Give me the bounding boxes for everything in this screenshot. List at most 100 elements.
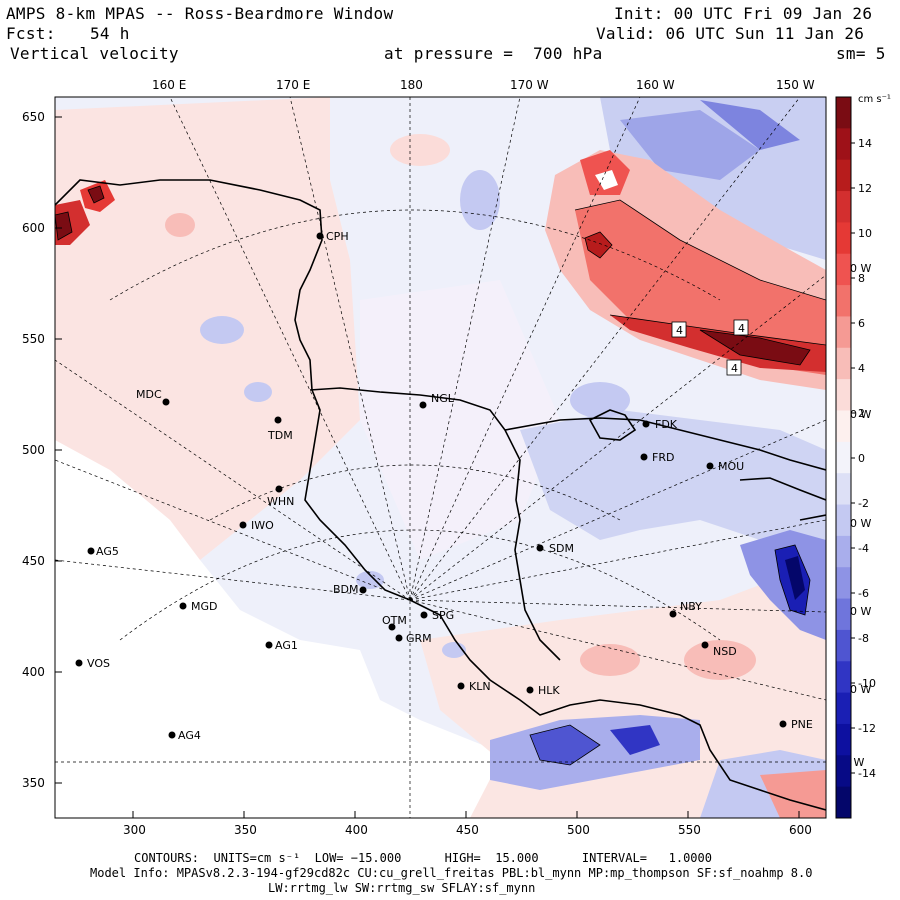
- graticule: [55, 97, 826, 818]
- station-dots: [75, 232, 787, 739]
- y-tick-label: 450: [22, 554, 45, 568]
- map-field: [55, 97, 826, 818]
- contour-label: 4: [738, 322, 745, 335]
- station-dot-grm: [395, 634, 403, 642]
- colorbar-label: 0: [858, 452, 865, 465]
- station-label-mgd: MGD: [191, 600, 218, 613]
- colorbar-swatch: [836, 191, 851, 223]
- station-dot-frd: [640, 453, 648, 461]
- colorbar-label: 14: [858, 137, 872, 150]
- station-label-ag1: AG1: [275, 639, 298, 652]
- colorbar-swatch: [836, 410, 851, 443]
- colorbar-swatch: [836, 535, 851, 568]
- colorbar-swatch: [836, 316, 851, 349]
- station-label-ngl: NGL: [431, 392, 455, 405]
- colorbar-swatch: [836, 504, 851, 537]
- station-label-vos: VOS: [87, 657, 110, 670]
- contour-label: 4: [676, 324, 683, 337]
- station-label-pne: PNE: [791, 718, 813, 731]
- station-label-nby: NBY: [680, 600, 702, 613]
- station-label-kln: KLN: [469, 680, 491, 693]
- station-dot-sdm: [536, 544, 544, 552]
- station-label-whn: WHN: [267, 495, 294, 508]
- colorbar-label: 4: [858, 362, 865, 375]
- colorbar-unit: cm s⁻¹: [858, 94, 891, 105]
- header-init: Init: 00 UTC Fri 09 Jan 26: [614, 4, 873, 23]
- station-label-ag4: AG4: [178, 729, 201, 742]
- y-tick-label: 350: [22, 776, 45, 790]
- station-dot-hlk: [526, 686, 534, 694]
- footer-model-info: Model Info: MPASv8.2.3-194-gf29cd82c CU:…: [90, 866, 813, 880]
- colorbar-swatch: [836, 598, 851, 631]
- coastline: [55, 179, 826, 811]
- station-dot-fdk: [642, 420, 650, 428]
- y-tick-label: 550: [22, 332, 45, 346]
- station-dot-tdm: [274, 416, 282, 424]
- header-valid: Valid: 06 UTC Sun 11 Jan 26: [596, 24, 865, 43]
- lon-label-top: 160 W: [636, 78, 675, 92]
- station-dot-pne: [779, 720, 787, 728]
- x-tick-label: 500: [567, 823, 590, 837]
- header-variable: Vertical velocity: [10, 44, 179, 63]
- x-tick-label: 550: [678, 823, 701, 837]
- station-dot-mou: [706, 462, 714, 470]
- station-label-ag5: AG5: [96, 545, 119, 558]
- colorbar-swatch: [836, 692, 851, 725]
- colorbar-swatch: [836, 159, 851, 192]
- colorbar-swatch: [836, 441, 851, 474]
- station-label-spg: SPG: [432, 609, 454, 622]
- colorbar-swatch: [836, 473, 851, 506]
- station-dot-whn: [275, 485, 283, 493]
- colorbar-swatch: [836, 567, 851, 600]
- x-tick-label: 600: [789, 823, 812, 837]
- colorbar-swatch: [836, 379, 851, 411]
- contour-value-labels: 4 4 4: [671, 319, 749, 376]
- station-dot-mdc: [162, 398, 170, 406]
- colorbar-swatch: [836, 97, 851, 129]
- station-dot-cph: [316, 232, 324, 240]
- station-dot-mgd: [179, 602, 187, 610]
- station-labels: CPH MDC TDM NGL FDK FRD MOU WHN IWO AG5 …: [87, 230, 813, 742]
- station-dot-ag4: [168, 731, 176, 739]
- colorbar-label: 10: [858, 227, 872, 240]
- lon-label-top: 160 E: [152, 78, 187, 92]
- colorbar-swatch: [836, 786, 851, 819]
- station-dot-bdm: [359, 586, 367, 594]
- colorbar-label: 8: [858, 272, 865, 285]
- station-dot-vos: [75, 659, 83, 667]
- colorbar-frame: [835, 96, 852, 819]
- contour-label: 4: [731, 362, 738, 375]
- colorbar-label: -10: [858, 677, 876, 690]
- header-fcst-value: 54 h: [90, 24, 130, 43]
- y-tick-label: 650: [22, 110, 45, 124]
- contour-lines: [55, 185, 826, 766]
- colorbar-swatch: [836, 723, 851, 756]
- station-label-cph: CPH: [326, 230, 349, 243]
- colorbar-swatch: [836, 128, 851, 161]
- station-dot-ag1: [265, 641, 273, 649]
- header-pressure: at pressure = 700 hPa: [384, 44, 603, 63]
- y-tick-label: 400: [22, 665, 45, 679]
- colorbar-label: -6: [858, 587, 869, 600]
- x-tick-label: 400: [345, 823, 368, 837]
- y-tick-label: 500: [22, 443, 45, 457]
- x-tick-label: 450: [456, 823, 479, 837]
- station-dot-ag5: [87, 547, 95, 555]
- station-label-sdm: SDM: [549, 542, 574, 555]
- station-dot-nsd: [701, 641, 709, 649]
- colorbar-swatch: [836, 347, 851, 380]
- colorbar-swatch: [836, 661, 851, 694]
- colorbar-swatch: [836, 629, 851, 662]
- station-dot-spg: [420, 611, 428, 619]
- station-label-mdc: MDC: [136, 388, 162, 401]
- colorbar-label: 6: [858, 317, 865, 330]
- station-label-mou: MOU: [718, 460, 744, 473]
- station-dot-iwo: [239, 521, 247, 529]
- station-label-tdm: TDM: [267, 429, 293, 442]
- station-label-otm: OTM: [382, 614, 407, 627]
- axis-ticks: [55, 116, 800, 818]
- station-label-hlk: HLK: [538, 684, 560, 697]
- station-dot-nby: [669, 610, 677, 618]
- station-label-grm: GRM: [406, 632, 432, 645]
